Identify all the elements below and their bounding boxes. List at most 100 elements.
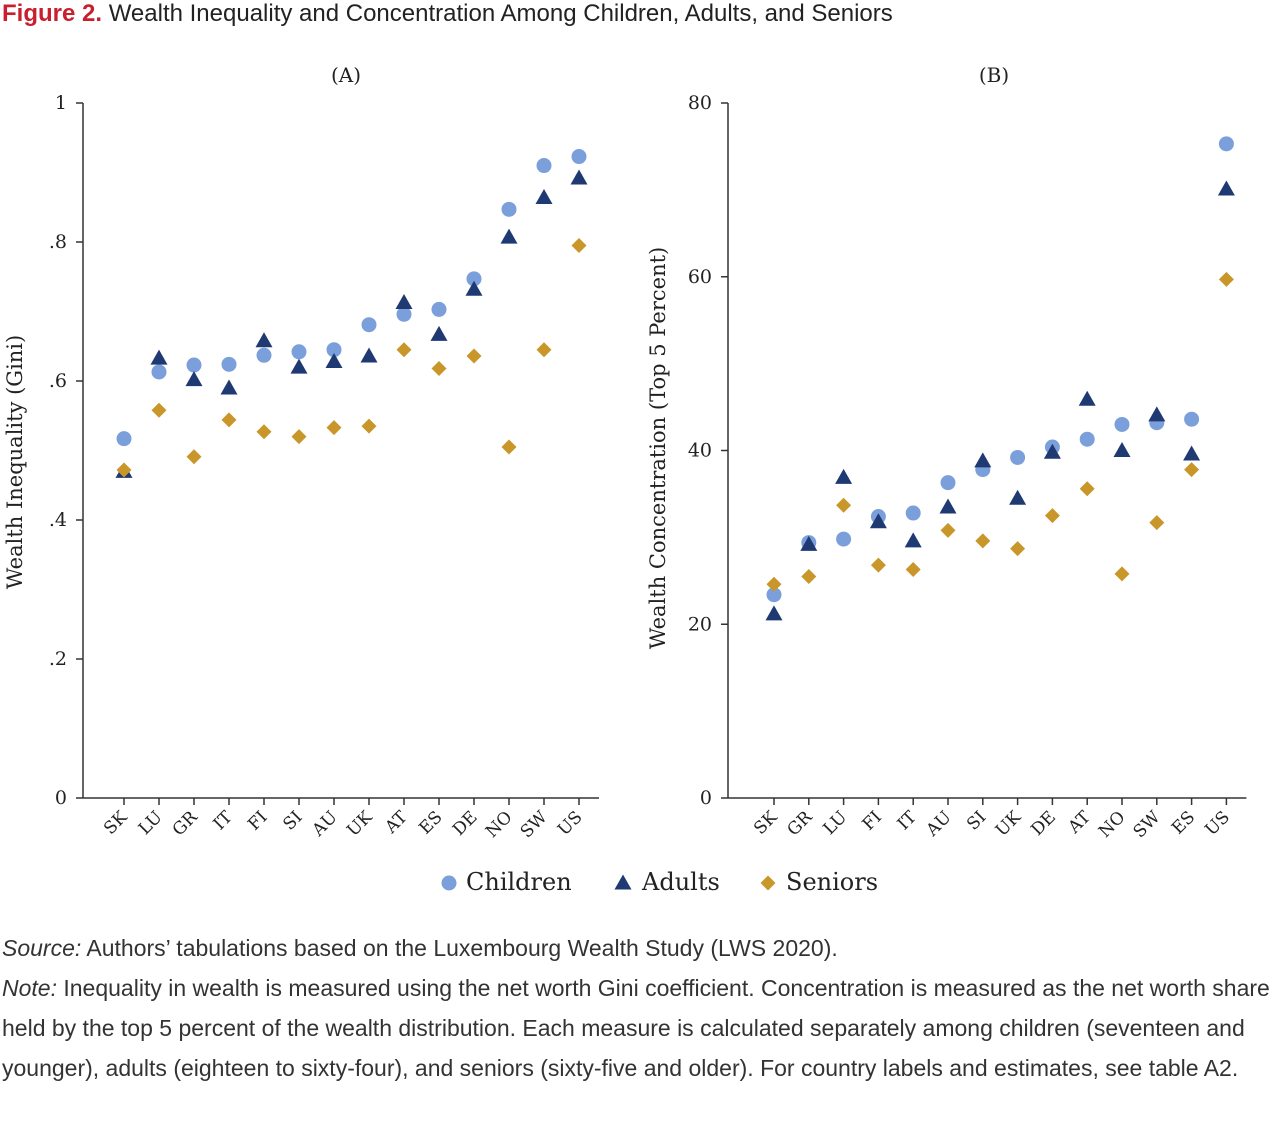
x-tick-label: SW — [517, 807, 552, 842]
y-tick-label: .2 — [49, 648, 67, 670]
seniors-point — [116, 462, 132, 478]
adults-point — [185, 371, 203, 387]
adults-point — [904, 532, 922, 548]
seniors-point — [221, 412, 237, 428]
x-tick-label: SI — [279, 807, 306, 834]
y-tick-label: .8 — [49, 231, 67, 253]
children-point — [361, 317, 377, 333]
x-tick-label: US — [554, 807, 587, 840]
x-tick-label: UK — [343, 807, 376, 840]
y-tick-label: 40 — [688, 440, 712, 462]
source-line: Source: Authors’ tabulations based on th… — [2, 928, 1278, 968]
adults-point — [290, 358, 308, 374]
children-point — [1218, 136, 1234, 152]
seniors-point — [501, 439, 517, 455]
adults-point — [765, 605, 783, 621]
children-point — [501, 201, 517, 217]
children-point — [905, 505, 921, 521]
legend-marker-adults — [614, 874, 632, 890]
seniors-point — [151, 402, 167, 418]
adults-point — [535, 189, 553, 205]
x-tick-label: GR — [784, 807, 818, 841]
x-tick-label: NO — [482, 807, 517, 842]
adults-point — [360, 347, 378, 363]
x-tick-label: UK — [992, 807, 1025, 840]
x-tick-label: LU — [135, 807, 167, 839]
adults-point — [939, 498, 957, 514]
legend-label-seniors: Seniors — [786, 868, 878, 896]
y-tick-label: .4 — [49, 509, 67, 531]
children-point — [571, 149, 587, 165]
children-point — [766, 587, 782, 603]
note-line: Note: Inequality in wealth is measured u… — [2, 968, 1278, 1088]
seniors-point — [766, 576, 782, 592]
children-point — [186, 357, 202, 373]
seniors-point — [326, 420, 342, 436]
legend-marker-seniors — [760, 875, 776, 891]
x-tick-label: AU — [922, 807, 956, 841]
x-tick-label: AU — [308, 807, 342, 841]
x-tick-label: US — [1201, 807, 1234, 840]
adults-point — [1043, 443, 1061, 459]
panel-label: (A) — [331, 63, 361, 87]
seniors-point — [571, 237, 587, 253]
adults-point — [869, 513, 887, 529]
x-tick-label: FI — [244, 807, 271, 834]
children-point — [940, 475, 956, 491]
y-tick-label: 80 — [688, 92, 712, 114]
adults-point — [974, 452, 992, 468]
adults-point — [255, 332, 273, 348]
x-tick-label: IT — [210, 807, 237, 834]
seniors-point — [361, 418, 377, 434]
figure-notes: Source: Authors’ tabulations based on th… — [2, 928, 1278, 1088]
y-axis-title: Wealth Concentration (Top 5 Percent) — [646, 247, 670, 650]
adults-point — [570, 169, 588, 185]
adults-point — [395, 293, 413, 309]
note-label: Note: — [2, 975, 57, 1001]
children-point — [116, 431, 132, 447]
adults-point — [1183, 445, 1201, 461]
children-point — [151, 364, 167, 380]
legend-label-adults: Adults — [641, 868, 720, 896]
children-point — [431, 301, 447, 317]
x-tick-label: SI — [963, 807, 990, 834]
seniors-point — [1079, 481, 1095, 497]
y-tick-label: .6 — [49, 370, 67, 392]
seniors-point — [801, 568, 817, 584]
x-tick-label: IT — [894, 807, 921, 834]
children-point — [1114, 416, 1130, 432]
children-point — [1079, 431, 1095, 447]
adults-point — [465, 280, 483, 296]
x-tick-label: ES — [415, 807, 446, 838]
figure-title: Figure 2. Wealth Inequality and Concentr… — [2, 0, 893, 28]
y-tick-label: 20 — [688, 613, 712, 635]
children-point — [326, 342, 342, 358]
legend-label-children: Children — [466, 868, 572, 896]
children-point — [536, 158, 552, 174]
x-tick-label: FI — [859, 807, 886, 834]
x-tick-label: DE — [449, 807, 482, 840]
children-point — [396, 306, 412, 322]
children-point — [291, 344, 307, 360]
y-axis-title: Wealth Inequality (Gini) — [3, 335, 27, 589]
seniors-point — [186, 449, 202, 465]
children-point — [1184, 411, 1200, 427]
adults-point — [835, 468, 853, 484]
seniors-point — [1149, 515, 1165, 531]
adults-point — [500, 228, 518, 244]
x-tick-label: SK — [100, 807, 132, 839]
x-tick-label: NO — [1095, 807, 1130, 842]
y-tick-label: 1 — [55, 92, 67, 114]
seniors-point — [431, 360, 447, 376]
seniors-point — [940, 522, 956, 538]
chart-legend: Children Adults Seniors — [441, 868, 878, 896]
chart-panel-b: (B) 0 20 40 60 80 Wealth Concentration (Top 5 … — [646, 63, 1247, 842]
chart-panel-a: (A) 0 .2 .4 .6 .8 1 Wealth Inequality (Gini) SK L… — [3, 63, 599, 842]
seniors-point — [396, 342, 412, 358]
adults-point — [1113, 442, 1131, 457]
adults-point — [325, 353, 343, 369]
children-point — [221, 356, 237, 372]
x-tick-label: DE — [1027, 807, 1060, 840]
adults-point — [800, 535, 818, 551]
children-point — [466, 271, 482, 287]
